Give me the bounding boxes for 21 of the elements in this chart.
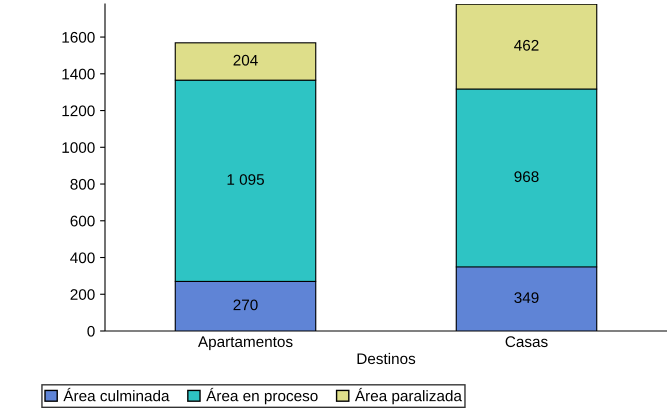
- y-tick-label: 0: [87, 326, 95, 337]
- y-tick-label: 600: [70, 216, 95, 226]
- data-label: 349: [514, 292, 539, 304]
- y-tick-label: 1000: [62, 142, 95, 153]
- legend-label: Área culminada: [63, 388, 170, 402]
- y-tick-label: 800: [70, 178, 95, 190]
- data-label: 462: [514, 40, 538, 51]
- y-tick-label: 1400: [62, 68, 95, 80]
- x-tick-label: Apartamentos: [198, 336, 293, 350]
- legend-label: Área en proceso: [206, 388, 318, 404]
- x-axis-title: Destinos: [358, 352, 416, 364]
- y-tick-label: 1200: [62, 105, 95, 116]
- legend-label: Área paralizada: [354, 388, 462, 404]
- data-label: 270: [234, 299, 258, 310]
- data-label: 204: [234, 54, 258, 66]
- y-tick-label: 400: [70, 252, 95, 264]
- data-label: 968: [514, 171, 539, 182]
- y-tick-label: 1600: [62, 32, 95, 43]
- x-tick-label: Casas: [506, 336, 548, 348]
- data-label: 1 095: [228, 174, 264, 185]
- y-tick-label: 200: [70, 289, 95, 300]
